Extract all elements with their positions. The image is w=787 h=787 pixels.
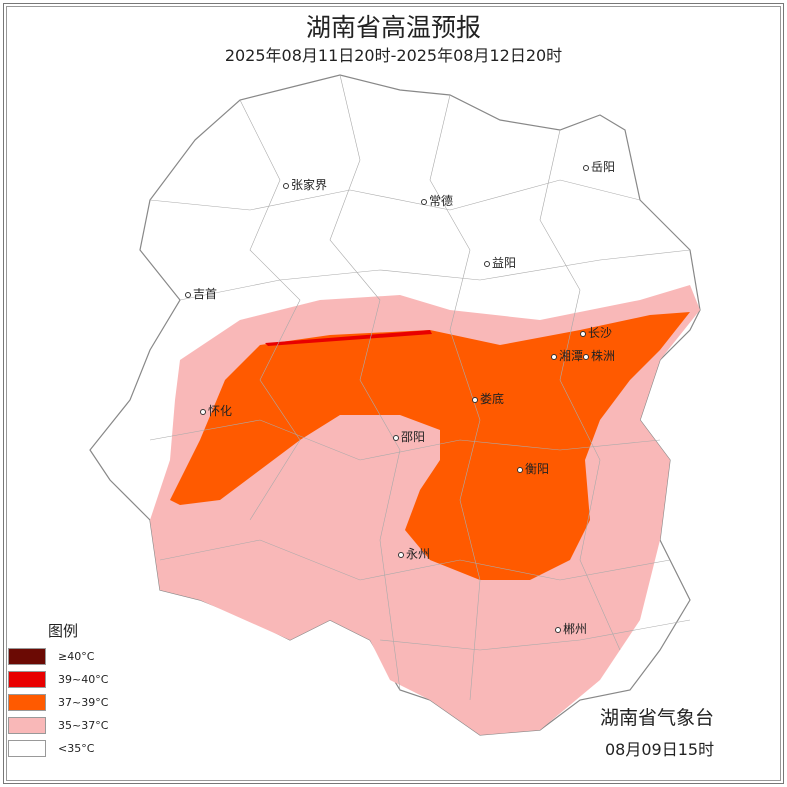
city-yiyang: 益阳 — [484, 254, 516, 271]
legend-swatch — [8, 648, 46, 665]
city-jishou: 吉首 — [185, 285, 217, 302]
map-frame — [3, 3, 784, 784]
city-xiangtan: 湘潭 — [551, 347, 583, 364]
legend-item: ≥40°C — [8, 645, 108, 668]
city-zhangjiajie: 张家界 — [283, 176, 327, 193]
legend-swatch — [8, 740, 46, 757]
legend-title: 图例 — [48, 622, 79, 640]
map-title: 湖南省高温预报 — [305, 13, 481, 42]
city-yongzhou: 永州 — [398, 545, 430, 562]
legend-swatch — [8, 671, 46, 688]
city-shaoyang: 邵阳 — [393, 428, 425, 445]
legend-item: 37~39°C — [8, 691, 108, 714]
city-huaihua: 怀化 — [200, 402, 232, 419]
legend: 图例 ≥40°C 39~40°C 37~39°C 35~37°C <35°C — [8, 620, 108, 760]
city-yueyang: 岳阳 — [583, 158, 615, 175]
legend-item: <35°C — [8, 737, 108, 760]
zone-39-40 — [265, 330, 432, 346]
city-hengyang: 衡阳 — [517, 460, 549, 477]
legend-swatch — [8, 717, 46, 734]
legend-swatch — [8, 694, 46, 711]
forecast-period: 2025年08月11日20时-2025年08月12日20时 — [224, 46, 563, 65]
legend-item: 35~37°C — [8, 714, 108, 737]
issuing-agency: 湖南省气象台 — [600, 707, 715, 729]
county-borders — [149, 74, 691, 701]
city-zhuzhou: 株洲 — [583, 347, 615, 364]
city-changsha: 长沙 — [580, 324, 612, 341]
legend-item: 39~40°C — [8, 668, 108, 691]
city-loudi: 娄底 — [472, 390, 504, 407]
city-changde: 常德 — [421, 192, 453, 209]
issue-time: 08月09日15时 — [605, 740, 715, 759]
city-chenzhou: 郴州 — [555, 620, 587, 637]
